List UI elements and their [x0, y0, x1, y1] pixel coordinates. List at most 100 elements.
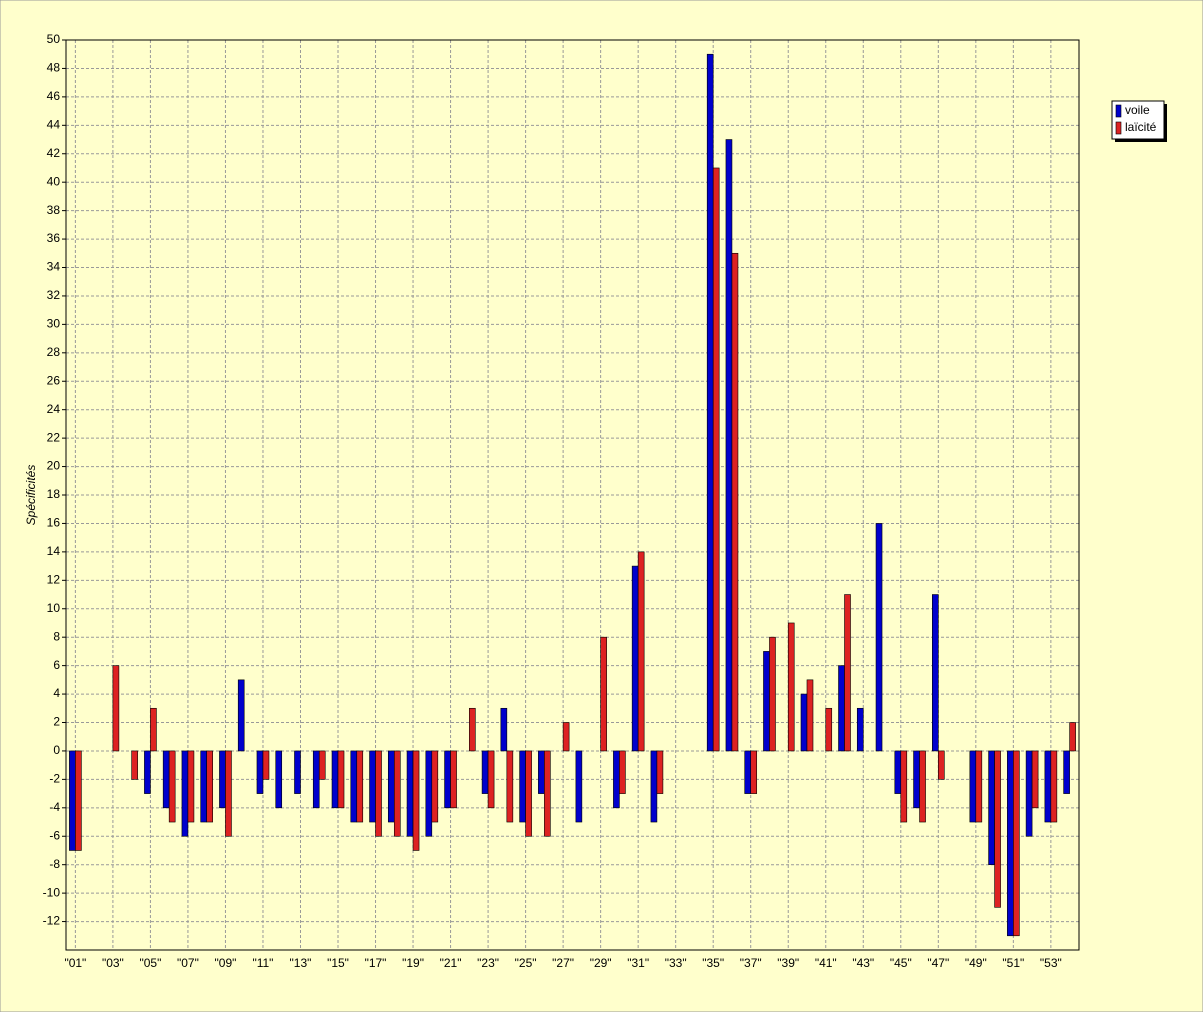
x-tick-label: "05"	[139, 956, 161, 970]
y-tick-label: 18	[47, 487, 61, 501]
x-tick-label: "07"	[177, 956, 199, 970]
bar	[387, 750, 395, 823]
bar	[425, 750, 433, 837]
x-tick-label: "51"	[1002, 956, 1024, 970]
bar	[1069, 722, 1076, 752]
x-tick-label: "47"	[927, 956, 949, 970]
bar	[994, 750, 1001, 908]
y-tick-label: 50	[47, 32, 61, 46]
y-tick-label: 6	[53, 658, 60, 672]
bar	[538, 750, 545, 794]
x-tick-label: "49"	[965, 956, 987, 970]
bar	[856, 707, 864, 752]
x-tick-label: "37"	[740, 956, 762, 970]
x-tick-label: "39"	[777, 956, 799, 970]
bar	[356, 750, 364, 823]
plot-frame	[65, 39, 1080, 951]
bar	[712, 167, 720, 752]
x-tick-label: "53"	[1040, 956, 1062, 970]
bar	[112, 665, 120, 752]
bar	[331, 750, 339, 809]
bar	[938, 750, 945, 780]
x-tick-label: "31"	[627, 956, 649, 970]
bar	[481, 750, 489, 794]
bar	[725, 139, 733, 752]
bar	[69, 750, 76, 851]
bar	[187, 750, 195, 823]
bar	[219, 750, 226, 809]
bar	[1050, 750, 1058, 823]
bar	[613, 750, 620, 809]
bar	[1044, 750, 1052, 823]
bar	[763, 651, 770, 752]
y-tick-label: -12	[43, 914, 61, 928]
bar	[1031, 750, 1039, 809]
bar	[525, 750, 532, 837]
y-tick-label: 32	[47, 288, 61, 302]
y-tick-label: 2	[53, 715, 60, 729]
bar	[1025, 750, 1033, 837]
bar	[631, 565, 639, 752]
bar	[838, 665, 845, 752]
x-tick-label: "17"	[365, 956, 387, 970]
y-tick-label: 24	[47, 402, 61, 416]
bar	[519, 750, 526, 823]
y-tick-label: -2	[49, 772, 60, 786]
legend-label: voile	[1125, 103, 1150, 117]
bar	[1007, 750, 1014, 937]
bar	[656, 750, 664, 794]
x-tick-label: "11"	[252, 956, 273, 970]
bar	[150, 707, 157, 752]
y-tick-label: 42	[47, 146, 61, 160]
bar	[262, 750, 270, 780]
bar	[469, 707, 476, 752]
bar	[650, 750, 658, 823]
y-tick-label: 22	[47, 430, 61, 444]
bar	[844, 594, 851, 752]
y-tick-label: 20	[47, 459, 61, 473]
bar	[131, 750, 138, 780]
x-tick-label: "15"	[327, 956, 349, 970]
bar	[412, 750, 420, 851]
y-tick-label: 34	[47, 260, 61, 274]
y-tick-label: 36	[47, 231, 61, 245]
x-tick-label: "23"	[477, 956, 499, 970]
bar	[506, 750, 514, 823]
bar	[875, 523, 883, 752]
y-tick-label: -8	[49, 857, 60, 871]
bar	[769, 636, 776, 752]
y-tick-label: -6	[49, 828, 60, 842]
x-tick-label: "35"	[702, 956, 724, 970]
bar	[619, 750, 626, 794]
y-tick-label: 28	[47, 345, 61, 359]
bar	[206, 750, 213, 823]
bar	[825, 707, 833, 752]
bar	[988, 750, 995, 865]
y-tick-label: 26	[47, 373, 61, 387]
bar	[731, 252, 739, 752]
bar	[369, 750, 376, 823]
x-tick-label: "09"	[215, 956, 237, 970]
bar	[1013, 750, 1020, 937]
bar	[913, 750, 920, 809]
x-tick-label: "25"	[515, 956, 537, 970]
y-tick-label: 4	[53, 686, 60, 700]
bar	[900, 750, 908, 823]
y-tick-label: 30	[47, 317, 61, 331]
y-tick-label: 16	[47, 516, 61, 530]
bar	[162, 750, 170, 809]
bar	[337, 750, 345, 809]
x-tick-label: "29"	[590, 956, 612, 970]
x-tick-label: "27"	[552, 956, 574, 970]
y-tick-label: 46	[47, 89, 61, 103]
x-tick-label: "03"	[102, 956, 124, 970]
x-tick-label: "33"	[665, 956, 687, 970]
bar	[275, 750, 283, 809]
bar	[969, 750, 977, 823]
y-tick-label: 14	[47, 544, 61, 558]
legend-label: laïcité	[1125, 120, 1157, 134]
bar	[800, 693, 808, 752]
x-tick-label: "41"	[815, 956, 837, 970]
bar	[450, 750, 457, 809]
